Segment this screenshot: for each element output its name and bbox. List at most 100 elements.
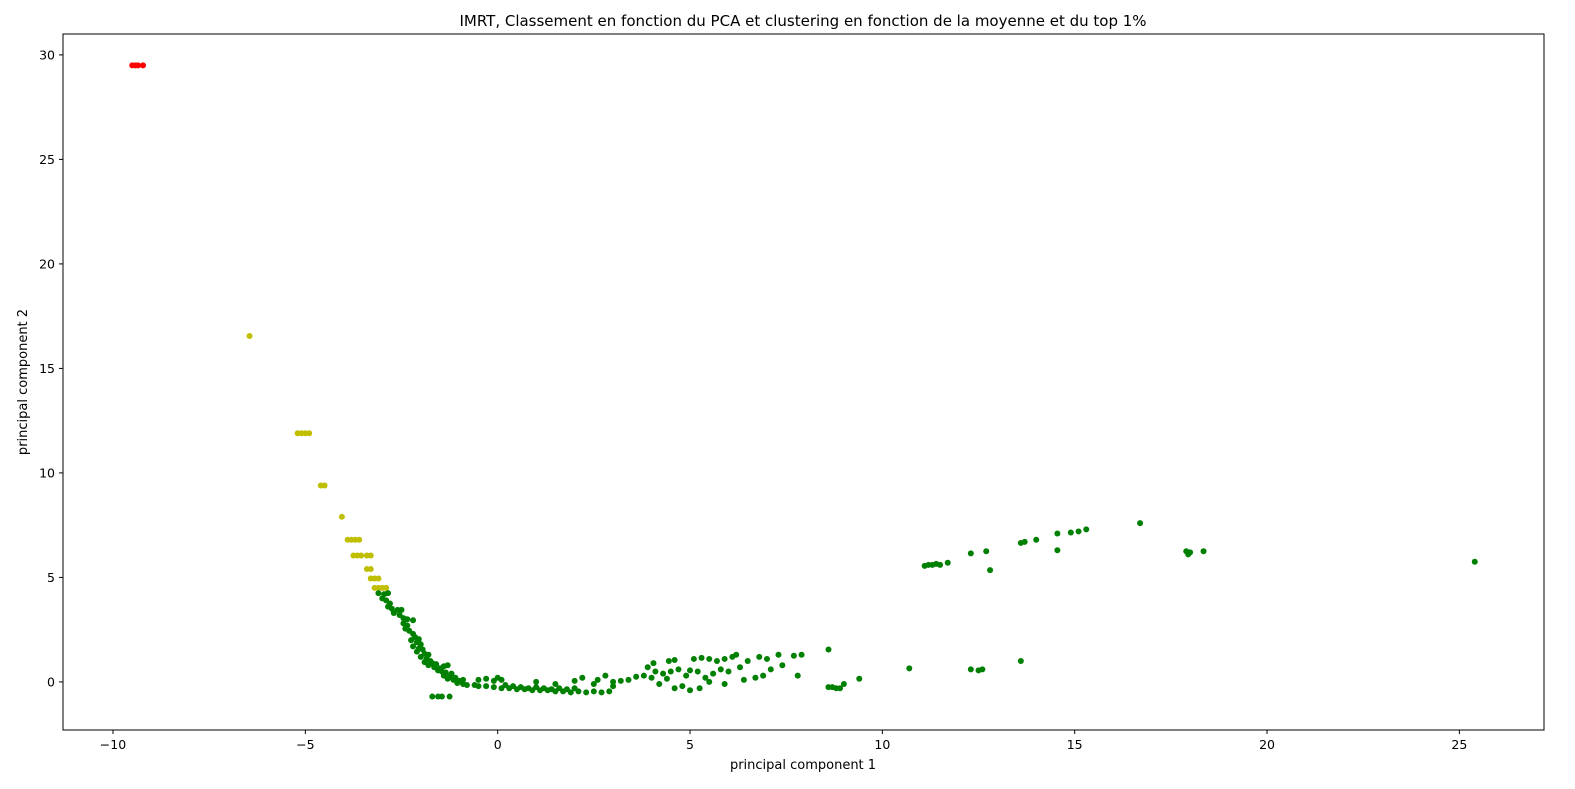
y-axis: 0 5 10 15 20 25 30: [39, 47, 63, 689]
data-point: [533, 684, 540, 691]
data-point: [979, 666, 986, 673]
data-point: [413, 648, 420, 655]
data-point: [540, 685, 547, 692]
data-point: [517, 684, 524, 691]
data-point: [1054, 530, 1061, 537]
data-point: [375, 590, 382, 597]
data-point: [652, 668, 659, 675]
data-point: [490, 684, 497, 691]
data-point: [571, 685, 578, 692]
data-point: [321, 482, 328, 489]
data-point: [987, 567, 994, 574]
data-point: [663, 675, 670, 682]
data-point: [140, 62, 147, 69]
data-point: [737, 664, 744, 671]
data-point: [408, 637, 415, 644]
plot-area: [62, 33, 1545, 731]
data-point: [1187, 549, 1194, 556]
data-point: [590, 681, 597, 688]
data-point: [358, 552, 365, 559]
data-point: [563, 686, 570, 693]
data-point: [798, 651, 805, 658]
data-point: [721, 681, 728, 688]
data-point: [733, 651, 740, 658]
data-point: [944, 559, 951, 566]
data-point: [390, 609, 397, 616]
data-point: [683, 672, 690, 679]
data-point: [660, 670, 667, 677]
data-point: [404, 616, 411, 623]
data-point: [906, 665, 913, 672]
data-point: [710, 670, 717, 677]
data-point: [763, 655, 770, 662]
data-point: [648, 674, 655, 681]
data-point: [1067, 529, 1074, 536]
data-point: [617, 677, 624, 684]
y-axis-label: principal component 2: [16, 309, 31, 455]
x-tick-label: 20: [1259, 737, 1275, 752]
data-point: [502, 682, 509, 689]
data-point: [590, 688, 597, 695]
data-point: [696, 685, 703, 692]
data-point: [794, 672, 801, 679]
data-point: [665, 658, 672, 665]
data-point: [625, 676, 632, 683]
x-tick-label: −10: [100, 737, 126, 752]
data-point: [460, 676, 467, 683]
data-point: [1054, 547, 1061, 554]
data-point: [679, 683, 686, 690]
chart-title: IMRT, Classement en fonction du PCA et c…: [459, 12, 1146, 30]
data-point: [840, 681, 847, 688]
data-point: [725, 668, 732, 675]
data-point: [1137, 520, 1144, 527]
data-point: [721, 655, 728, 662]
data-point: [983, 548, 990, 555]
data-point: [425, 662, 432, 669]
data-point: [706, 678, 713, 685]
y-tick-label: 30: [39, 47, 55, 62]
data-point: [779, 662, 786, 669]
data-point: [752, 674, 759, 681]
data-point: [602, 672, 609, 679]
y-tick-label: 10: [39, 465, 55, 480]
x-tick-label: 10: [874, 737, 890, 752]
data-point: [510, 683, 517, 690]
x-tick-label: −5: [296, 737, 314, 752]
data-point: [383, 584, 390, 591]
data-point: [398, 606, 405, 613]
data-point: [598, 689, 605, 696]
y-tick-label: 20: [39, 256, 55, 271]
x-axis: −10 −5 0 5 10 15 20 25: [100, 730, 1467, 752]
x-tick-label: 0: [494, 737, 502, 752]
data-point: [650, 660, 657, 667]
data-point: [967, 550, 974, 557]
data-point: [367, 552, 374, 559]
data-point: [690, 655, 697, 662]
data-point: [740, 676, 747, 683]
data-point: [606, 688, 613, 695]
data-point: [1200, 548, 1207, 555]
data-point: [417, 653, 424, 660]
data-point: [438, 693, 445, 700]
data-point: [429, 693, 436, 700]
data-point: [1083, 526, 1090, 533]
x-axis-label: principal component 1: [730, 758, 876, 773]
data-point: [463, 682, 470, 689]
data-point: [856, 675, 863, 682]
data-point: [525, 685, 532, 692]
data-point: [367, 566, 374, 573]
data-point: [246, 333, 253, 340]
data-point: [498, 676, 505, 683]
data-point: [454, 679, 461, 686]
data-point: [579, 674, 586, 681]
data-point: [338, 513, 345, 520]
data-point: [644, 664, 651, 671]
data-point: [135, 62, 142, 69]
data-point: [706, 655, 713, 662]
data-point: [1471, 558, 1478, 565]
data-point: [483, 683, 490, 690]
data-point: [571, 677, 578, 684]
x-tick-label: 5: [686, 737, 694, 752]
data-points: [129, 62, 1478, 700]
